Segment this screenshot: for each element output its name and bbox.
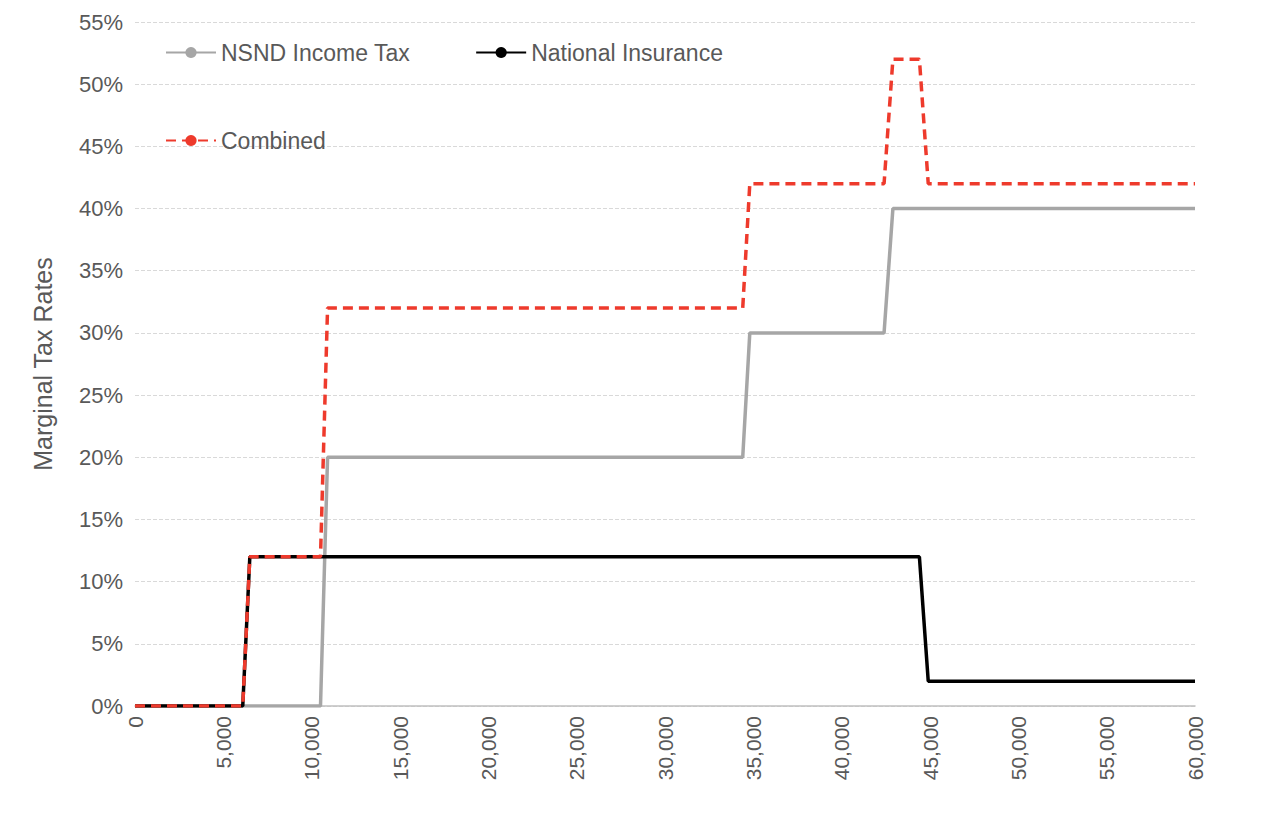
- svg-text:40%: 40%: [79, 196, 123, 221]
- svg-text:55,000: 55,000: [1095, 716, 1118, 780]
- svg-text:15,000: 15,000: [389, 716, 412, 780]
- svg-text:55%: 55%: [79, 10, 123, 35]
- svg-text:35%: 35%: [79, 258, 123, 283]
- svg-text:25,000: 25,000: [565, 716, 588, 780]
- svg-text:5%: 5%: [91, 631, 123, 656]
- svg-text:30%: 30%: [79, 320, 123, 345]
- svg-text:10,000: 10,000: [300, 716, 323, 780]
- svg-text:50,000: 50,000: [1007, 716, 1030, 780]
- svg-text:20,000: 20,000: [477, 716, 500, 780]
- svg-text:National Insurance: National Insurance: [531, 40, 723, 66]
- svg-text:0%: 0%: [91, 694, 123, 719]
- svg-text:5,000: 5,000: [212, 716, 235, 769]
- svg-text:20%: 20%: [79, 445, 123, 470]
- svg-text:40,000: 40,000: [830, 716, 853, 780]
- svg-text:0: 0: [124, 716, 147, 728]
- svg-text:Combined: Combined: [221, 128, 326, 154]
- svg-text:45,000: 45,000: [919, 716, 942, 780]
- svg-text:45%: 45%: [79, 134, 123, 159]
- svg-text:50%: 50%: [79, 72, 123, 97]
- svg-text:10%: 10%: [79, 569, 123, 594]
- svg-text:15%: 15%: [79, 507, 123, 532]
- svg-text:25%: 25%: [79, 383, 123, 408]
- svg-text:35,000: 35,000: [742, 716, 765, 780]
- svg-text:NSND Income Tax: NSND Income Tax: [221, 40, 410, 66]
- svg-text:Marginal Tax Rates: Marginal Tax Rates: [29, 257, 57, 471]
- svg-text:60,000: 60,000: [1184, 716, 1207, 780]
- svg-text:30,000: 30,000: [654, 716, 677, 780]
